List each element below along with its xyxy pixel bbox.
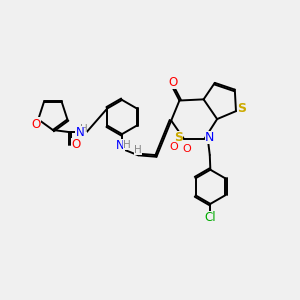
Text: H: H: [80, 124, 87, 134]
Text: O: O: [168, 76, 178, 89]
Text: S: S: [237, 102, 246, 115]
Text: O: O: [169, 142, 178, 152]
Text: Cl: Cl: [205, 211, 216, 224]
Text: O: O: [31, 118, 40, 130]
Text: N: N: [205, 131, 214, 144]
Text: N: N: [76, 126, 84, 139]
Text: O: O: [182, 144, 191, 154]
Text: N: N: [116, 140, 124, 152]
Text: H: H: [124, 140, 131, 150]
Text: H: H: [134, 145, 142, 155]
Text: S: S: [174, 131, 183, 144]
Text: O: O: [71, 138, 80, 151]
